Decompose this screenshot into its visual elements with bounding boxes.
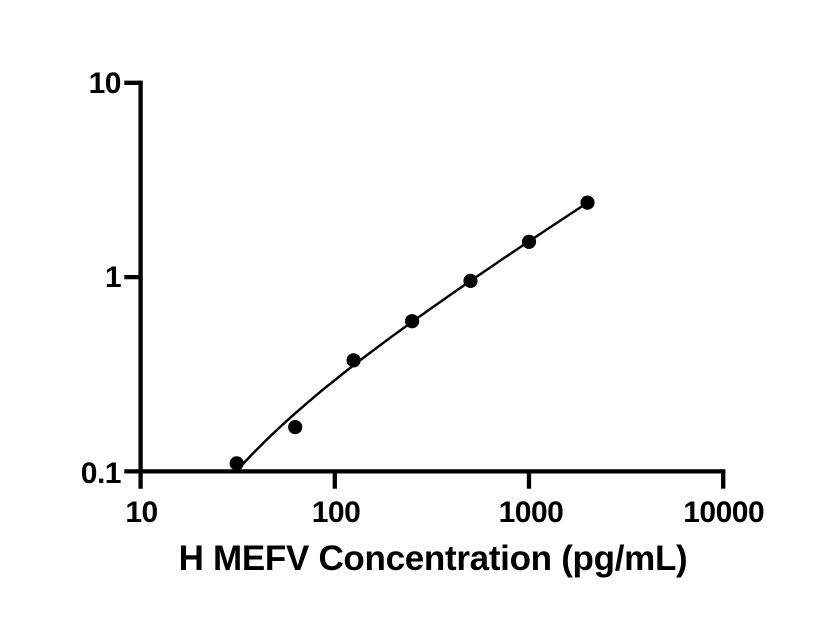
svg-text:10: 10: [89, 67, 121, 100]
svg-text:H MEFV Concentration (pg/mL): H MEFV Concentration (pg/mL): [179, 539, 688, 578]
svg-text:10: 10: [125, 496, 157, 529]
svg-text:100: 100: [312, 496, 361, 529]
svg-text:1: 1: [105, 261, 121, 294]
svg-text:0.1: 0.1: [81, 457, 121, 490]
svg-text:1000: 1000: [499, 496, 564, 529]
svg-text:10000: 10000: [683, 496, 764, 529]
